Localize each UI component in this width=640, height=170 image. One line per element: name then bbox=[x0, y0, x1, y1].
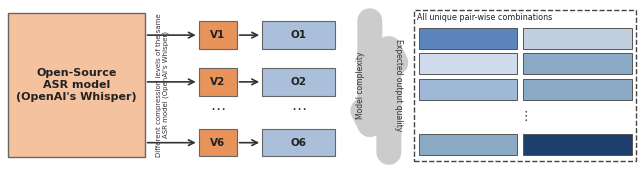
FancyBboxPatch shape bbox=[523, 79, 632, 100]
Text: ⋮: ⋮ bbox=[519, 110, 531, 123]
FancyBboxPatch shape bbox=[262, 21, 335, 49]
Text: Different compression levels of the same
ASR model (OpenAI's Whisper): Different compression levels of the same… bbox=[156, 13, 169, 157]
FancyBboxPatch shape bbox=[523, 134, 632, 155]
Text: Expected output quality: Expected output quality bbox=[394, 39, 403, 131]
FancyBboxPatch shape bbox=[198, 68, 237, 96]
FancyBboxPatch shape bbox=[262, 68, 335, 96]
FancyBboxPatch shape bbox=[419, 134, 517, 155]
FancyBboxPatch shape bbox=[8, 13, 145, 157]
Text: O2: O2 bbox=[291, 77, 307, 87]
FancyBboxPatch shape bbox=[523, 53, 632, 74]
Text: ⋯: ⋯ bbox=[210, 102, 225, 117]
Text: O6: O6 bbox=[291, 138, 307, 148]
FancyBboxPatch shape bbox=[523, 28, 632, 49]
FancyBboxPatch shape bbox=[198, 21, 237, 49]
Text: V2: V2 bbox=[210, 77, 225, 87]
Text: ⋯: ⋯ bbox=[291, 102, 306, 117]
FancyBboxPatch shape bbox=[419, 79, 517, 100]
Text: All unique pair-wise combinations: All unique pair-wise combinations bbox=[417, 13, 552, 22]
Text: O1: O1 bbox=[291, 30, 307, 40]
FancyBboxPatch shape bbox=[419, 28, 517, 49]
FancyBboxPatch shape bbox=[419, 53, 517, 74]
FancyBboxPatch shape bbox=[198, 129, 237, 156]
FancyBboxPatch shape bbox=[262, 129, 335, 156]
Text: V1: V1 bbox=[210, 30, 225, 40]
Text: V6: V6 bbox=[210, 138, 225, 148]
Text: Model complexity: Model complexity bbox=[356, 51, 365, 119]
Text: Open-Source
ASR model
(OpenAI's Whisper): Open-Source ASR model (OpenAI's Whisper) bbox=[16, 68, 137, 102]
